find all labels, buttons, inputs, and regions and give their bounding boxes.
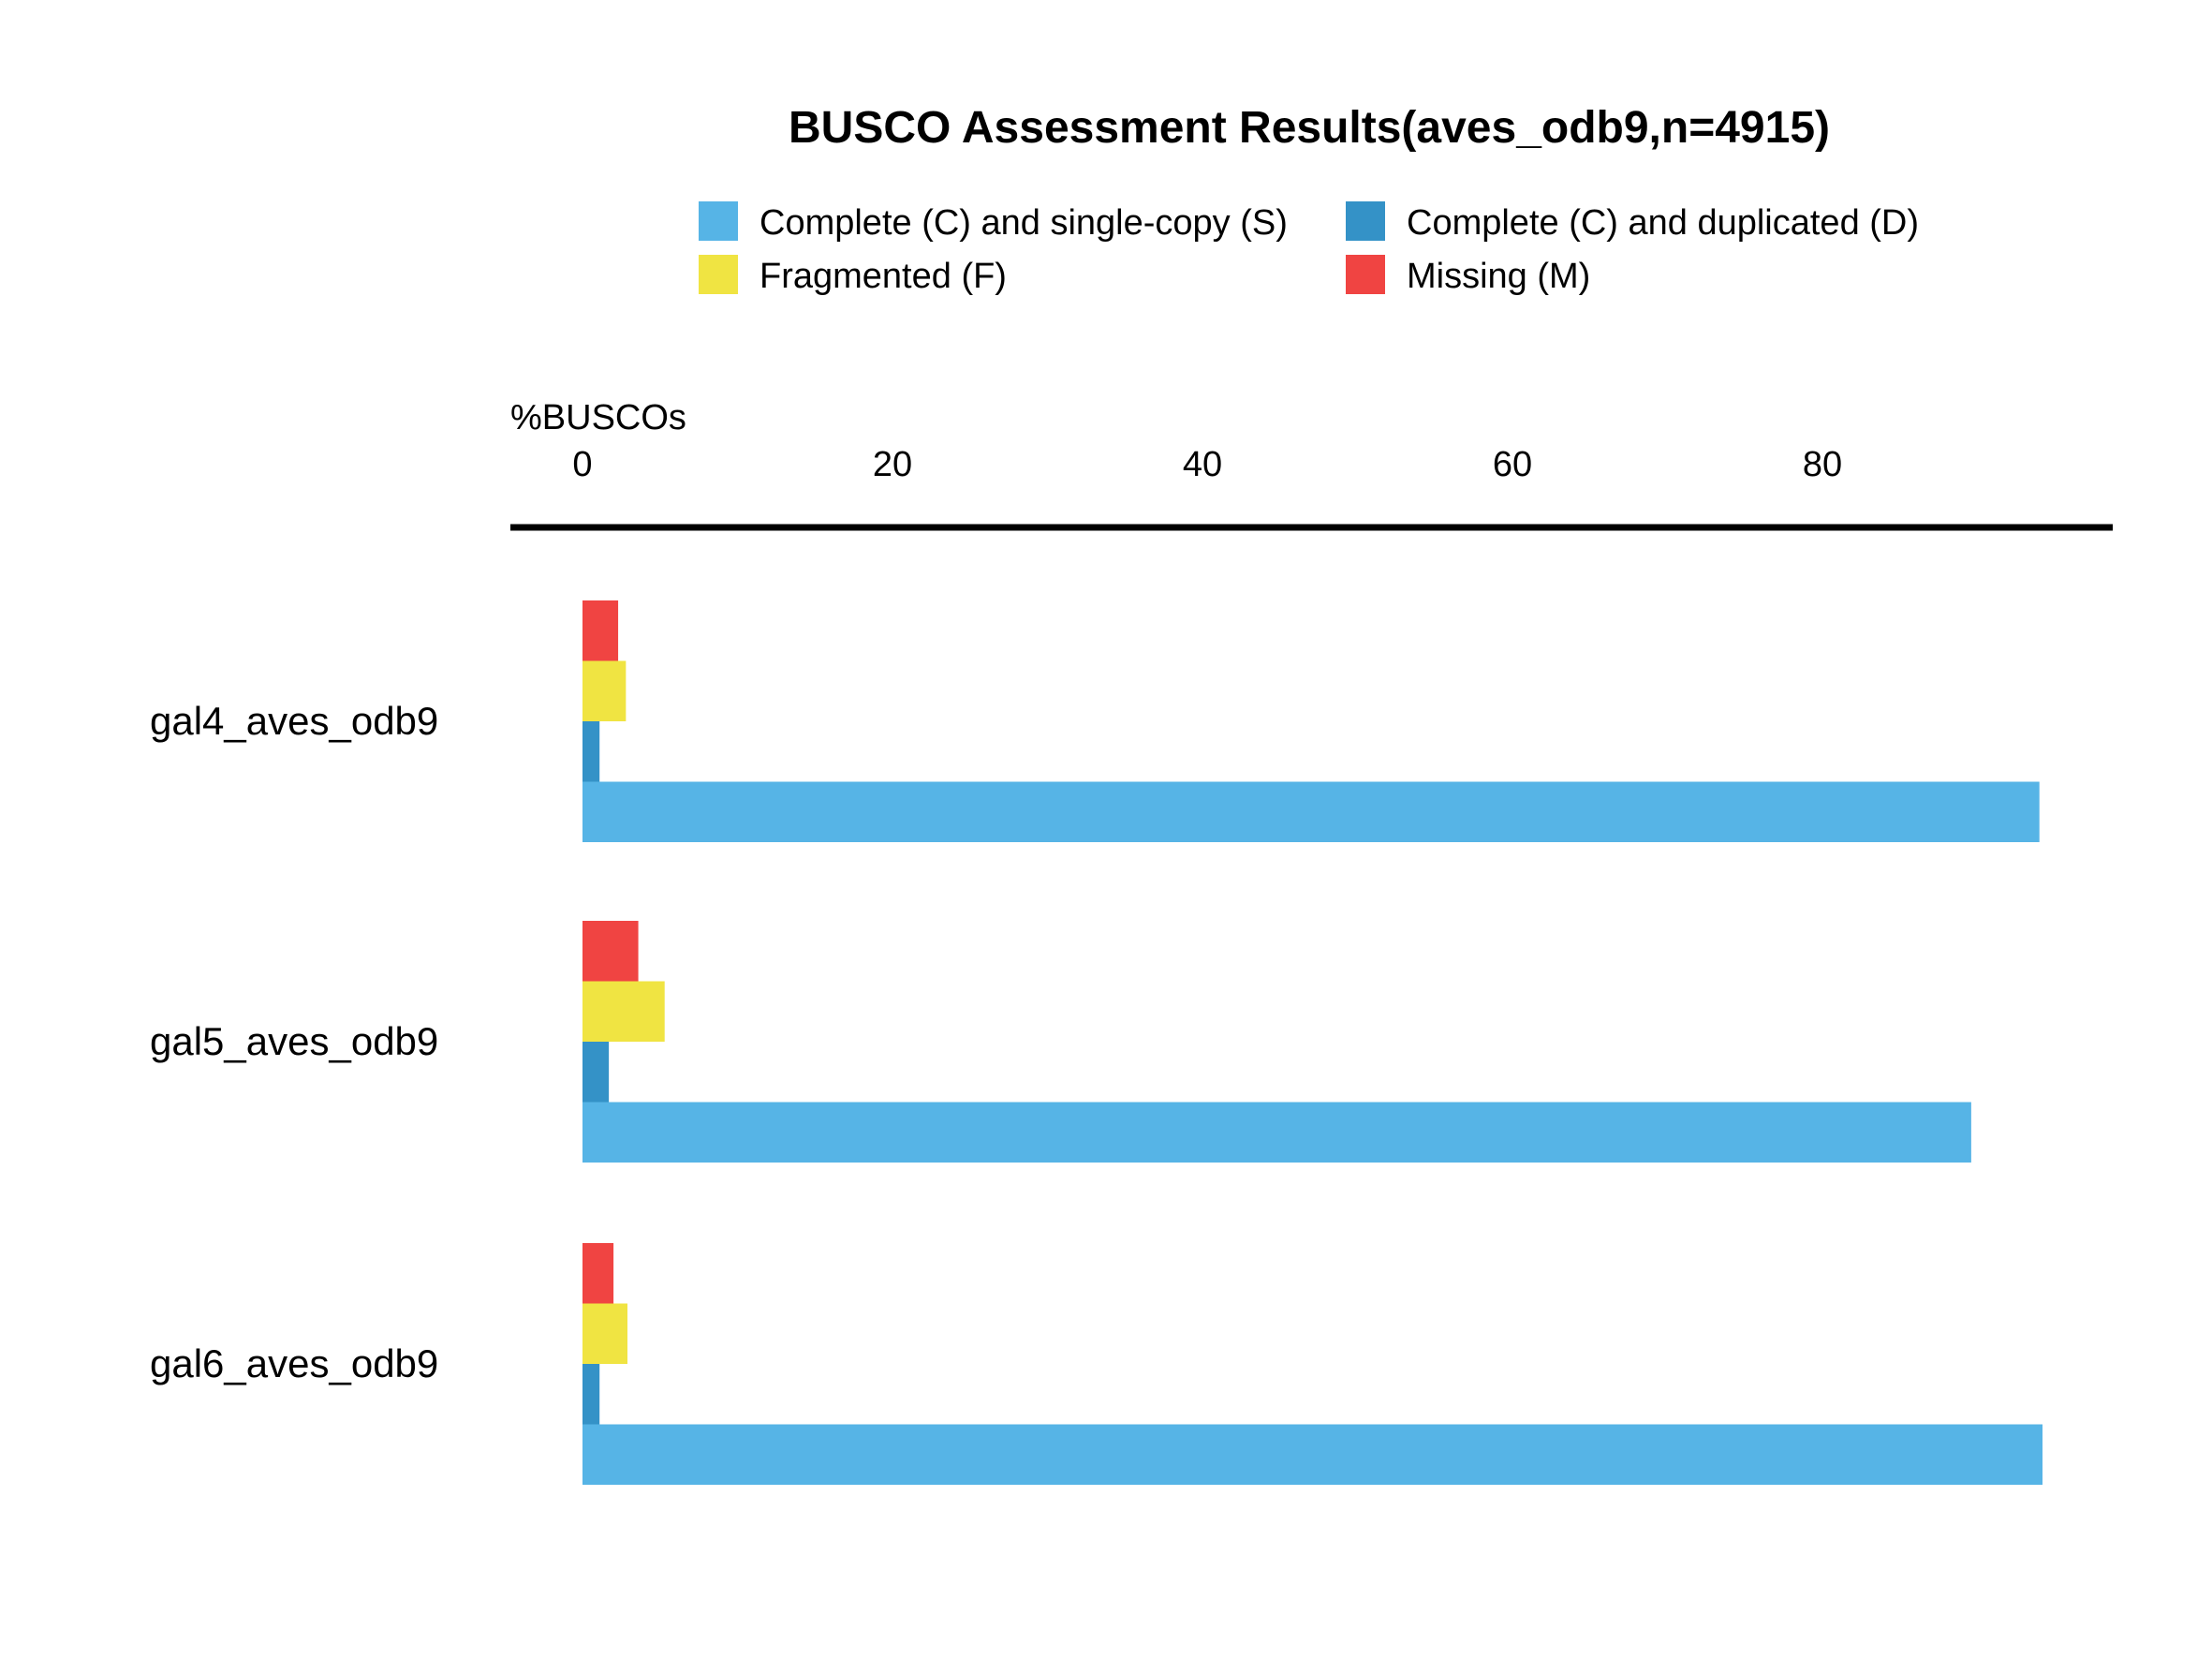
x-tick-label: 0 [572, 445, 592, 484]
category-labels: gal4_aves_odb9 gal5_aves_odb9 gal6_aves_od… [150, 699, 438, 1385]
x-axis-ticks: 0 20 40 60 80 [572, 445, 1842, 484]
bar [582, 1364, 600, 1425]
x-tick-label: 60 [1493, 445, 1532, 484]
x-tick-label: 20 [873, 445, 912, 484]
legend-label: Complete (C) and single-copy (S) [759, 203, 1288, 243]
x-tick-label: 40 [1183, 445, 1222, 484]
legend-label: Missing (M) [1407, 257, 1590, 296]
bar [582, 721, 600, 782]
legend-label: Fragmented (F) [759, 257, 1007, 296]
bar [582, 660, 627, 721]
legend-swatch [1346, 201, 1385, 241]
x-tick-label: 80 [1803, 445, 1842, 484]
category-label: gal4_aves_odb9 [150, 699, 438, 743]
bar [582, 1102, 1971, 1163]
bar [582, 781, 2040, 842]
bar [582, 1042, 610, 1103]
chart-title: BUSCO Assessment Results(aves_odb9,n=491… [789, 103, 1830, 153]
bar [582, 1243, 614, 1304]
category-label: gal6_aves_odb9 [150, 1341, 438, 1385]
category-label: gal5_aves_odb9 [150, 1019, 438, 1063]
bar [582, 600, 619, 661]
bars [582, 600, 2043, 1485]
bar [582, 1303, 627, 1364]
bar [582, 921, 639, 982]
x-axis-label: %BUSCOs [510, 398, 686, 437]
legend: Complete (C) and single-copy (S) Complete… [699, 201, 1919, 296]
legend-swatch [699, 201, 738, 241]
bar [582, 1424, 2043, 1485]
legend-label: Complete (C) and duplicated (D) [1407, 203, 1919, 243]
bar [582, 981, 665, 1042]
legend-swatch [1346, 255, 1385, 294]
legend-swatch [699, 255, 738, 294]
